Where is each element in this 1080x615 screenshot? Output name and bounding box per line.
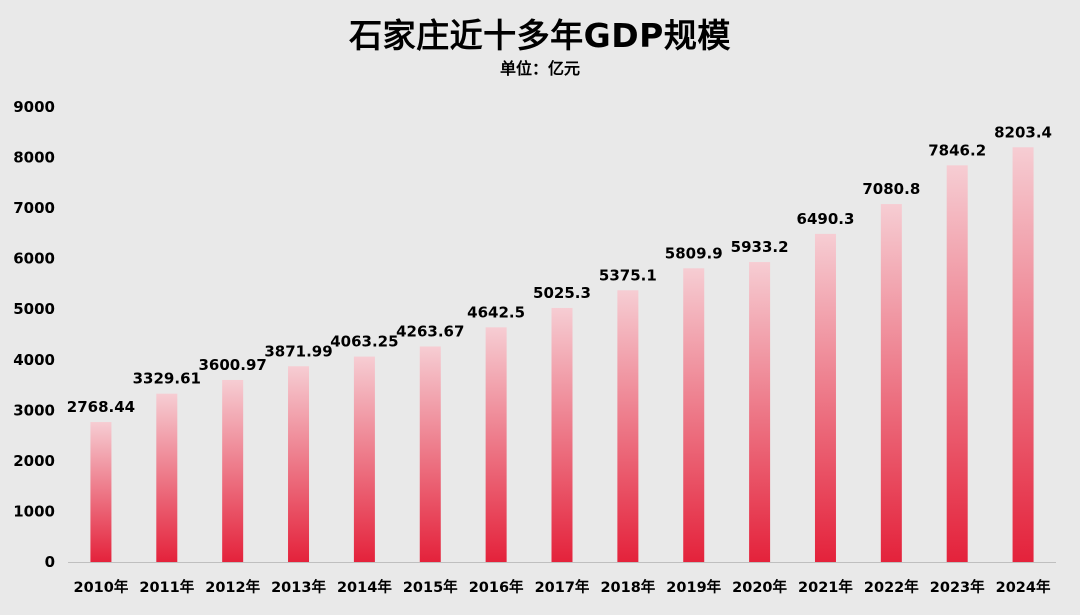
bar (683, 268, 705, 562)
x-tick-label: 2012年 (205, 578, 260, 596)
bar-value-label: 4063.25 (330, 333, 398, 351)
y-tick-label: 8000 (13, 149, 55, 167)
bar-series (90, 147, 1034, 562)
y-tick-label: 3000 (13, 401, 55, 419)
y-tick-label: 2000 (13, 452, 55, 470)
bar-value-label: 5933.2 (731, 238, 789, 256)
y-tick-label: 0 (45, 553, 55, 571)
bar (90, 422, 112, 562)
x-tick-label: 2021年 (798, 578, 853, 596)
bar (353, 356, 375, 562)
bar-value-label: 6490.3 (797, 210, 855, 228)
bar (156, 393, 178, 562)
y-tick-label: 7000 (13, 199, 55, 217)
bar (880, 204, 902, 562)
bar (551, 307, 573, 562)
bar (222, 379, 244, 562)
bar (288, 366, 310, 562)
x-tick-label: 2017年 (535, 578, 590, 596)
y-axis: 0 1000 2000 3000 4000 5000 6000 7000 8000 9000 (13, 98, 55, 571)
y-tick-label: 1000 (13, 502, 55, 520)
bar-value-label: 7846.2 (928, 141, 986, 159)
bar (749, 262, 771, 562)
bar (419, 346, 441, 562)
bar (485, 327, 507, 562)
y-tick-label: 9000 (13, 98, 55, 116)
y-tick-label: 4000 (13, 351, 55, 369)
x-axis: 2010年 2011年 2012年 2013年 2014年 2015年 2016年 2017年… (68, 562, 1056, 596)
bar-value-label: 8203.4 (994, 123, 1052, 141)
x-tick-label: 2022年 (864, 578, 919, 596)
bar-value-label: 4642.5 (467, 303, 525, 321)
x-tick-label: 2019年 (666, 578, 721, 596)
data-labels: 2768.44 3329.613600.973871.994063.254263.… (67, 123, 1052, 416)
x-tick-label: 2023年 (930, 578, 985, 596)
bar (946, 165, 968, 562)
y-tick-label: 5000 (13, 300, 55, 318)
bar (814, 233, 836, 562)
x-tick-label: 2018年 (600, 578, 655, 596)
bar-value-label: 3871.99 (264, 342, 332, 360)
bar-value-label: 5375.1 (599, 266, 657, 284)
x-tick-label: 2014年 (337, 578, 392, 596)
bar-value-label: 3329.61 (133, 370, 201, 388)
bar-value-label: 5025.3 (533, 284, 591, 302)
bar-value-label: 4263.67 (396, 322, 464, 340)
bar (1012, 147, 1034, 562)
x-tick-label: 2011年 (139, 578, 194, 596)
bar-value-label: 2768.44 (67, 398, 135, 416)
x-tick-label: 2016年 (469, 578, 524, 596)
x-tick-label: 2015年 (403, 578, 458, 596)
bar-value-label: 3600.97 (199, 356, 267, 374)
bar-value-label: 7080.8 (862, 180, 920, 198)
bar-value-label: 5809.9 (665, 244, 723, 262)
x-tick-label: 2010年 (74, 578, 129, 596)
chart-subtitle: 单位：亿元 (499, 59, 580, 78)
y-tick-label: 6000 (13, 250, 55, 268)
bar (617, 290, 639, 562)
chart-title: 石家庄近十多年GDP规模 (349, 16, 731, 55)
x-tick-label: 2013年 (271, 578, 326, 596)
x-tick-label: 2024年 (996, 578, 1051, 596)
x-tick-label: 2020年 (732, 578, 787, 596)
